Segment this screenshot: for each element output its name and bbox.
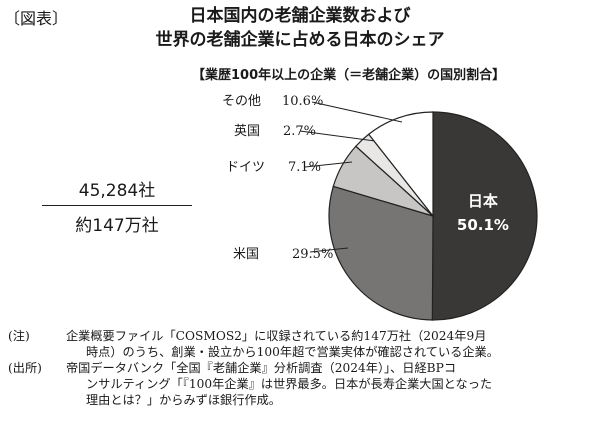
slice-value-0: 50.1% bbox=[457, 216, 509, 234]
leader-line-4 bbox=[311, 101, 403, 123]
notes-section: (注) 企業概要ファイル「COSMOS2」に収録されている約147万社（2024… bbox=[8, 328, 596, 408]
source-line-2: ンサルティング「『100年企業』は世界最多。日本が長寿企業大国となった bbox=[86, 377, 493, 391]
slice-value-3: 2.7% bbox=[283, 124, 316, 139]
pie-slice-4 bbox=[367, 111, 434, 218]
title-line-1: 日本国内の老舗企業数および bbox=[189, 6, 411, 26]
fraction-line bbox=[42, 205, 192, 206]
title-line-2: 世界の老舗企業に占める日本のシェア bbox=[155, 30, 445, 50]
slice-label-0: 日本 bbox=[468, 192, 498, 210]
fraction-denominator: 約147万社 bbox=[75, 216, 159, 236]
note-line-1: 企業概要ファイル「COSMOS2」に収録されている約147万社（2024年9月 bbox=[66, 329, 487, 343]
slice-value-1: 29.5% bbox=[292, 247, 333, 262]
leader-line-2 bbox=[304, 161, 353, 168]
source-head: (出所) bbox=[8, 361, 42, 375]
note-line-2: 時点）のうち、創業・設立から100年超で営業実体が確認されている企業。 bbox=[86, 345, 499, 359]
leader-line-1 bbox=[309, 247, 349, 253]
chart-title: 【業歴100年以上の企業（＝老舗企業）の国別割合】 bbox=[192, 68, 506, 83]
source-line-1: 帝国データバンク「全国『老舗企業』分析調査（2024年）」、日経BPコ bbox=[66, 361, 457, 375]
figure-label: 〔図表〕 bbox=[4, 9, 69, 28]
slice-label-4: その他 bbox=[222, 94, 261, 109]
leader-line-3 bbox=[299, 130, 376, 142]
note-head: (注) bbox=[8, 329, 30, 343]
slice-value-4: 10.6% bbox=[282, 94, 323, 109]
fraction-numerator: 45,284社 bbox=[78, 181, 156, 201]
pie-slice-1 bbox=[328, 185, 434, 321]
pie-chart: 日本 50.1% 米国 29.5% ドイツ 7.1% 英国 2.7% その他 10.6% bbox=[222, 94, 538, 321]
pie-slice-0 bbox=[431, 111, 538, 321]
slice-label-3: 英国 bbox=[234, 124, 260, 139]
slice-value-2: 7.1% bbox=[288, 160, 321, 175]
slice-label-2: ドイツ bbox=[226, 160, 265, 175]
slice-label-1: 米国 bbox=[233, 247, 259, 262]
source-line-3: 理由とは？」からみずほ銀行作成。 bbox=[86, 393, 281, 407]
